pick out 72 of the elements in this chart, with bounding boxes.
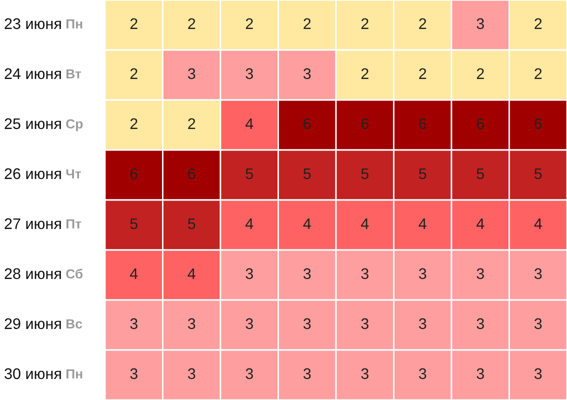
data-label: 2: [130, 18, 138, 29]
data-label: 3: [534, 318, 542, 330]
data-label: 4: [476, 218, 484, 229]
data-label: 2: [419, 18, 426, 29]
data-label: 5: [476, 168, 484, 180]
data-label: 5: [534, 168, 542, 180]
data-label: 4: [245, 118, 254, 129]
data-label: 6: [130, 168, 138, 180]
data-label: 3: [188, 68, 196, 80]
data-label: 3: [361, 268, 368, 280]
data-label: 4: [418, 218, 426, 229]
data-label: 4: [360, 218, 369, 229]
data-label: 2: [188, 18, 196, 29]
data-label: 3: [534, 268, 542, 280]
y-tick-label: 25 июня Ср: [4, 118, 83, 132]
data-label: 6: [534, 118, 542, 130]
y-tick-label: 26 июня Чт: [4, 168, 81, 180]
data-label: 6: [419, 118, 426, 130]
data-label: 3: [246, 318, 253, 330]
data-label: 5: [361, 168, 368, 180]
data-label: 4: [534, 218, 542, 229]
data-label: 6: [476, 118, 484, 130]
data-label: 4: [130, 268, 138, 279]
data-label: 3: [361, 368, 368, 380]
data-label: 3: [418, 318, 426, 330]
y-tick-label: 29 июня Вс: [4, 318, 82, 330]
data-label: 2: [361, 68, 368, 79]
data-label: 2: [534, 68, 542, 79]
data-label: 5: [303, 168, 311, 180]
data-label: 3: [303, 268, 311, 280]
data-label: 3: [303, 68, 311, 80]
data-label: 3: [476, 18, 484, 30]
data-label: 5: [130, 218, 138, 230]
data-label: 3: [130, 318, 138, 330]
data-label: 4: [245, 218, 254, 229]
data-label: 3: [476, 268, 484, 280]
y-tick-label: 27 июня Пт: [4, 218, 82, 230]
data-label: 2: [188, 118, 196, 129]
data-label: 6: [361, 118, 368, 130]
data-label: 2: [419, 68, 426, 79]
data-label: 3: [476, 368, 484, 380]
y-tick-label: 23 июня Пн: [4, 18, 82, 30]
data-label: 2: [246, 18, 253, 29]
data-label: 3: [361, 318, 368, 330]
data-label: 3: [476, 318, 484, 330]
data-label: 2: [476, 68, 484, 79]
data-label: 2: [534, 18, 542, 29]
data-label: 3: [246, 68, 253, 80]
data-label: 3: [303, 318, 311, 330]
y-tick-label: 30 июня Пн: [4, 368, 82, 380]
data-label: 6: [304, 118, 311, 130]
data-label: 6: [188, 168, 196, 180]
data-label: 3: [246, 368, 253, 380]
y-tick-label: 24 июня Вт: [4, 68, 82, 80]
data-label: 2: [130, 68, 138, 79]
data-label: 4: [303, 218, 311, 229]
data-label: 5: [188, 218, 196, 230]
data-label: 3: [418, 268, 426, 280]
data-label: 5: [418, 168, 426, 180]
data-label: 3: [534, 368, 542, 380]
data-label: 3: [418, 368, 426, 380]
y-tick-label: 28 июня Сб: [4, 268, 83, 280]
data-label: 2: [361, 18, 368, 29]
data-label: 4: [188, 268, 196, 279]
data-label: 3: [303, 368, 311, 380]
data-label: 3: [130, 368, 138, 380]
data-label: 3: [188, 368, 196, 380]
data-label: 3: [246, 268, 253, 280]
data-label: 5: [246, 168, 253, 180]
data-label: 3: [188, 318, 196, 330]
data-label: 2: [304, 18, 311, 29]
data-label: 2: [130, 118, 138, 129]
